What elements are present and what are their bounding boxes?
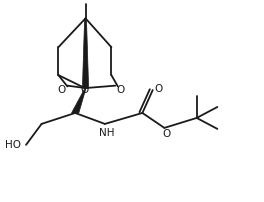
Polygon shape [82,18,89,88]
Text: O: O [117,85,125,95]
Text: O: O [80,85,88,95]
Text: HO: HO [5,140,21,150]
Text: O: O [154,84,163,94]
Text: NH: NH [99,128,115,138]
Text: O: O [58,85,66,95]
Polygon shape [72,88,86,113]
Text: O: O [163,129,171,139]
